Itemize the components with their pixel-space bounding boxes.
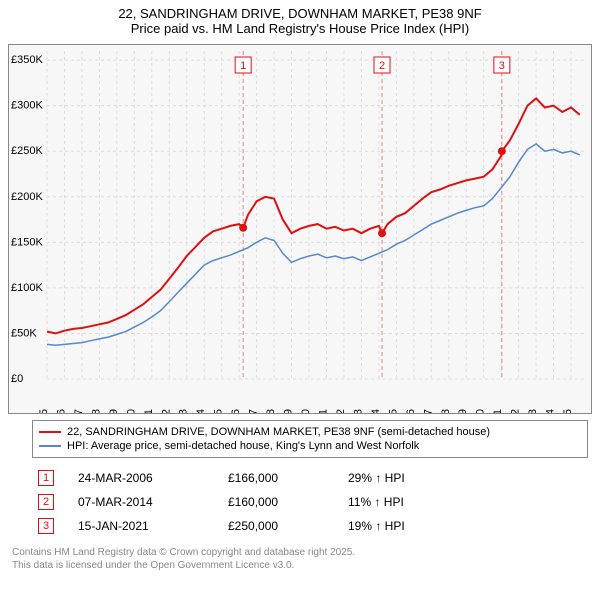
sale-row: 3 15-JAN-2021£250,00019% ↑ HPI bbox=[32, 514, 588, 538]
x-tick-label: 2017 bbox=[422, 409, 434, 413]
legend-label: HPI: Average price, semi-detached house,… bbox=[67, 440, 419, 452]
legend-row: 22, SANDRINGHAM DRIVE, DOWNHAM MARKET, P… bbox=[39, 425, 581, 439]
chart-title: 22, SANDRINGHAM DRIVE, DOWNHAM MARKET, P… bbox=[0, 6, 600, 21]
x-tick-label: 2020 bbox=[475, 409, 487, 413]
x-tick-label: 2015 bbox=[387, 409, 399, 413]
sale-marker-dot bbox=[239, 224, 247, 232]
x-tick-label: 2022 bbox=[510, 409, 522, 413]
legend-label: 22, SANDRINGHAM DRIVE, DOWNHAM MARKET, P… bbox=[67, 426, 490, 438]
legend-swatch bbox=[39, 445, 61, 447]
sale-price: £166,000 bbox=[222, 466, 342, 490]
x-tick-label: 2013 bbox=[352, 409, 364, 413]
x-tick-label: 1996 bbox=[55, 409, 67, 413]
plot-area: £0 £50K £100K £150K £200K £250K £300K £350K 1995… bbox=[8, 44, 592, 414]
sale-marker-dot bbox=[378, 229, 386, 237]
titles: 22, SANDRINGHAM DRIVE, DOWNHAM MARKET, P… bbox=[0, 0, 600, 36]
x-tick-label: 2021 bbox=[492, 409, 504, 413]
sale-marker-num: 2 bbox=[379, 60, 385, 72]
legend-swatch bbox=[39, 431, 61, 433]
sale-marker-num: 3 bbox=[499, 60, 505, 72]
x-tick-label: 2010 bbox=[300, 409, 312, 413]
y-tick-label: £150K bbox=[11, 236, 43, 248]
x-tick-label: 2005 bbox=[213, 409, 225, 413]
x-tick-label: 2003 bbox=[178, 409, 190, 413]
x-tick-label: 2000 bbox=[125, 409, 137, 413]
x-tick-label: 2001 bbox=[143, 409, 155, 413]
footer-line-2: This data is licensed under the Open Gov… bbox=[12, 559, 588, 572]
sale-date: 15-JAN-2021 bbox=[72, 514, 222, 538]
x-tick-label: 2002 bbox=[160, 409, 172, 413]
sale-marker-dot bbox=[498, 147, 506, 155]
sale-num-box: 1 bbox=[38, 470, 54, 486]
sale-price: £250,000 bbox=[222, 514, 342, 538]
sale-price: £160,000 bbox=[222, 490, 342, 514]
sale-delta: 19% ↑ HPI bbox=[342, 514, 588, 538]
footer-line-1: Contains HM Land Registry data © Crown c… bbox=[12, 546, 588, 559]
chart-svg: £0 £50K £100K £150K £200K £250K £300K £350K 1995… bbox=[9, 45, 591, 413]
x-tick-label: 2008 bbox=[265, 409, 277, 413]
sale-row: 1 24-MAR-2006£166,00029% ↑ HPI bbox=[32, 466, 588, 490]
sale-marker-num: 1 bbox=[240, 60, 246, 72]
x-tick-label: 2014 bbox=[370, 409, 382, 413]
x-tick-label: 2016 bbox=[405, 409, 417, 413]
x-tick-label: 1997 bbox=[73, 409, 85, 413]
y-tick-label: £0 bbox=[11, 373, 23, 385]
chart-subtitle: Price paid vs. HM Land Registry's House … bbox=[0, 21, 600, 36]
x-tick-label: 2007 bbox=[248, 409, 260, 413]
sale-date: 24-MAR-2006 bbox=[72, 466, 222, 490]
y-tick-label: £250K bbox=[11, 145, 43, 157]
chart-container: 22, SANDRINGHAM DRIVE, DOWNHAM MARKET, P… bbox=[0, 0, 600, 590]
sales-table: 1 24-MAR-2006£166,00029% ↑ HPI 2 07-MAR-201… bbox=[32, 466, 588, 538]
y-tick-label: £300K bbox=[11, 100, 43, 112]
y-tick-label: £100K bbox=[11, 282, 43, 294]
legend-row: HPI: Average price, semi-detached house,… bbox=[39, 439, 581, 453]
x-tick-label: 2024 bbox=[545, 409, 557, 413]
x-tick-label: 2011 bbox=[317, 409, 329, 413]
x-tick-label: 1998 bbox=[90, 409, 102, 413]
y-tick-label: £50K bbox=[11, 327, 37, 339]
footer: Contains HM Land Registry data © Crown c… bbox=[12, 546, 588, 572]
x-tick-label: 2006 bbox=[230, 409, 242, 413]
x-tick-label: 2023 bbox=[527, 409, 539, 413]
legend: 22, SANDRINGHAM DRIVE, DOWNHAM MARKET, P… bbox=[32, 420, 588, 458]
series-property bbox=[47, 98, 580, 333]
sale-delta: 29% ↑ HPI bbox=[342, 466, 588, 490]
sale-num-box: 2 bbox=[38, 494, 54, 510]
x-tick-label: 2012 bbox=[335, 409, 347, 413]
sale-date: 07-MAR-2014 bbox=[72, 490, 222, 514]
x-tick-label: 2019 bbox=[457, 409, 469, 413]
y-tick-label: £350K bbox=[11, 54, 43, 66]
x-tick-label: 2004 bbox=[195, 409, 207, 413]
sale-row: 2 07-MAR-2014£160,00011% ↑ HPI bbox=[32, 490, 588, 514]
x-tick-label: 1995 bbox=[38, 409, 50, 413]
x-tick-label: 2009 bbox=[283, 409, 295, 413]
x-tick-label: 1999 bbox=[108, 409, 120, 413]
sale-num-box: 3 bbox=[38, 518, 54, 534]
sale-delta: 11% ↑ HPI bbox=[342, 490, 588, 514]
y-tick-label: £200K bbox=[11, 191, 43, 203]
x-tick-label: 2018 bbox=[440, 409, 452, 413]
x-tick-label: 2025 bbox=[562, 409, 574, 413]
